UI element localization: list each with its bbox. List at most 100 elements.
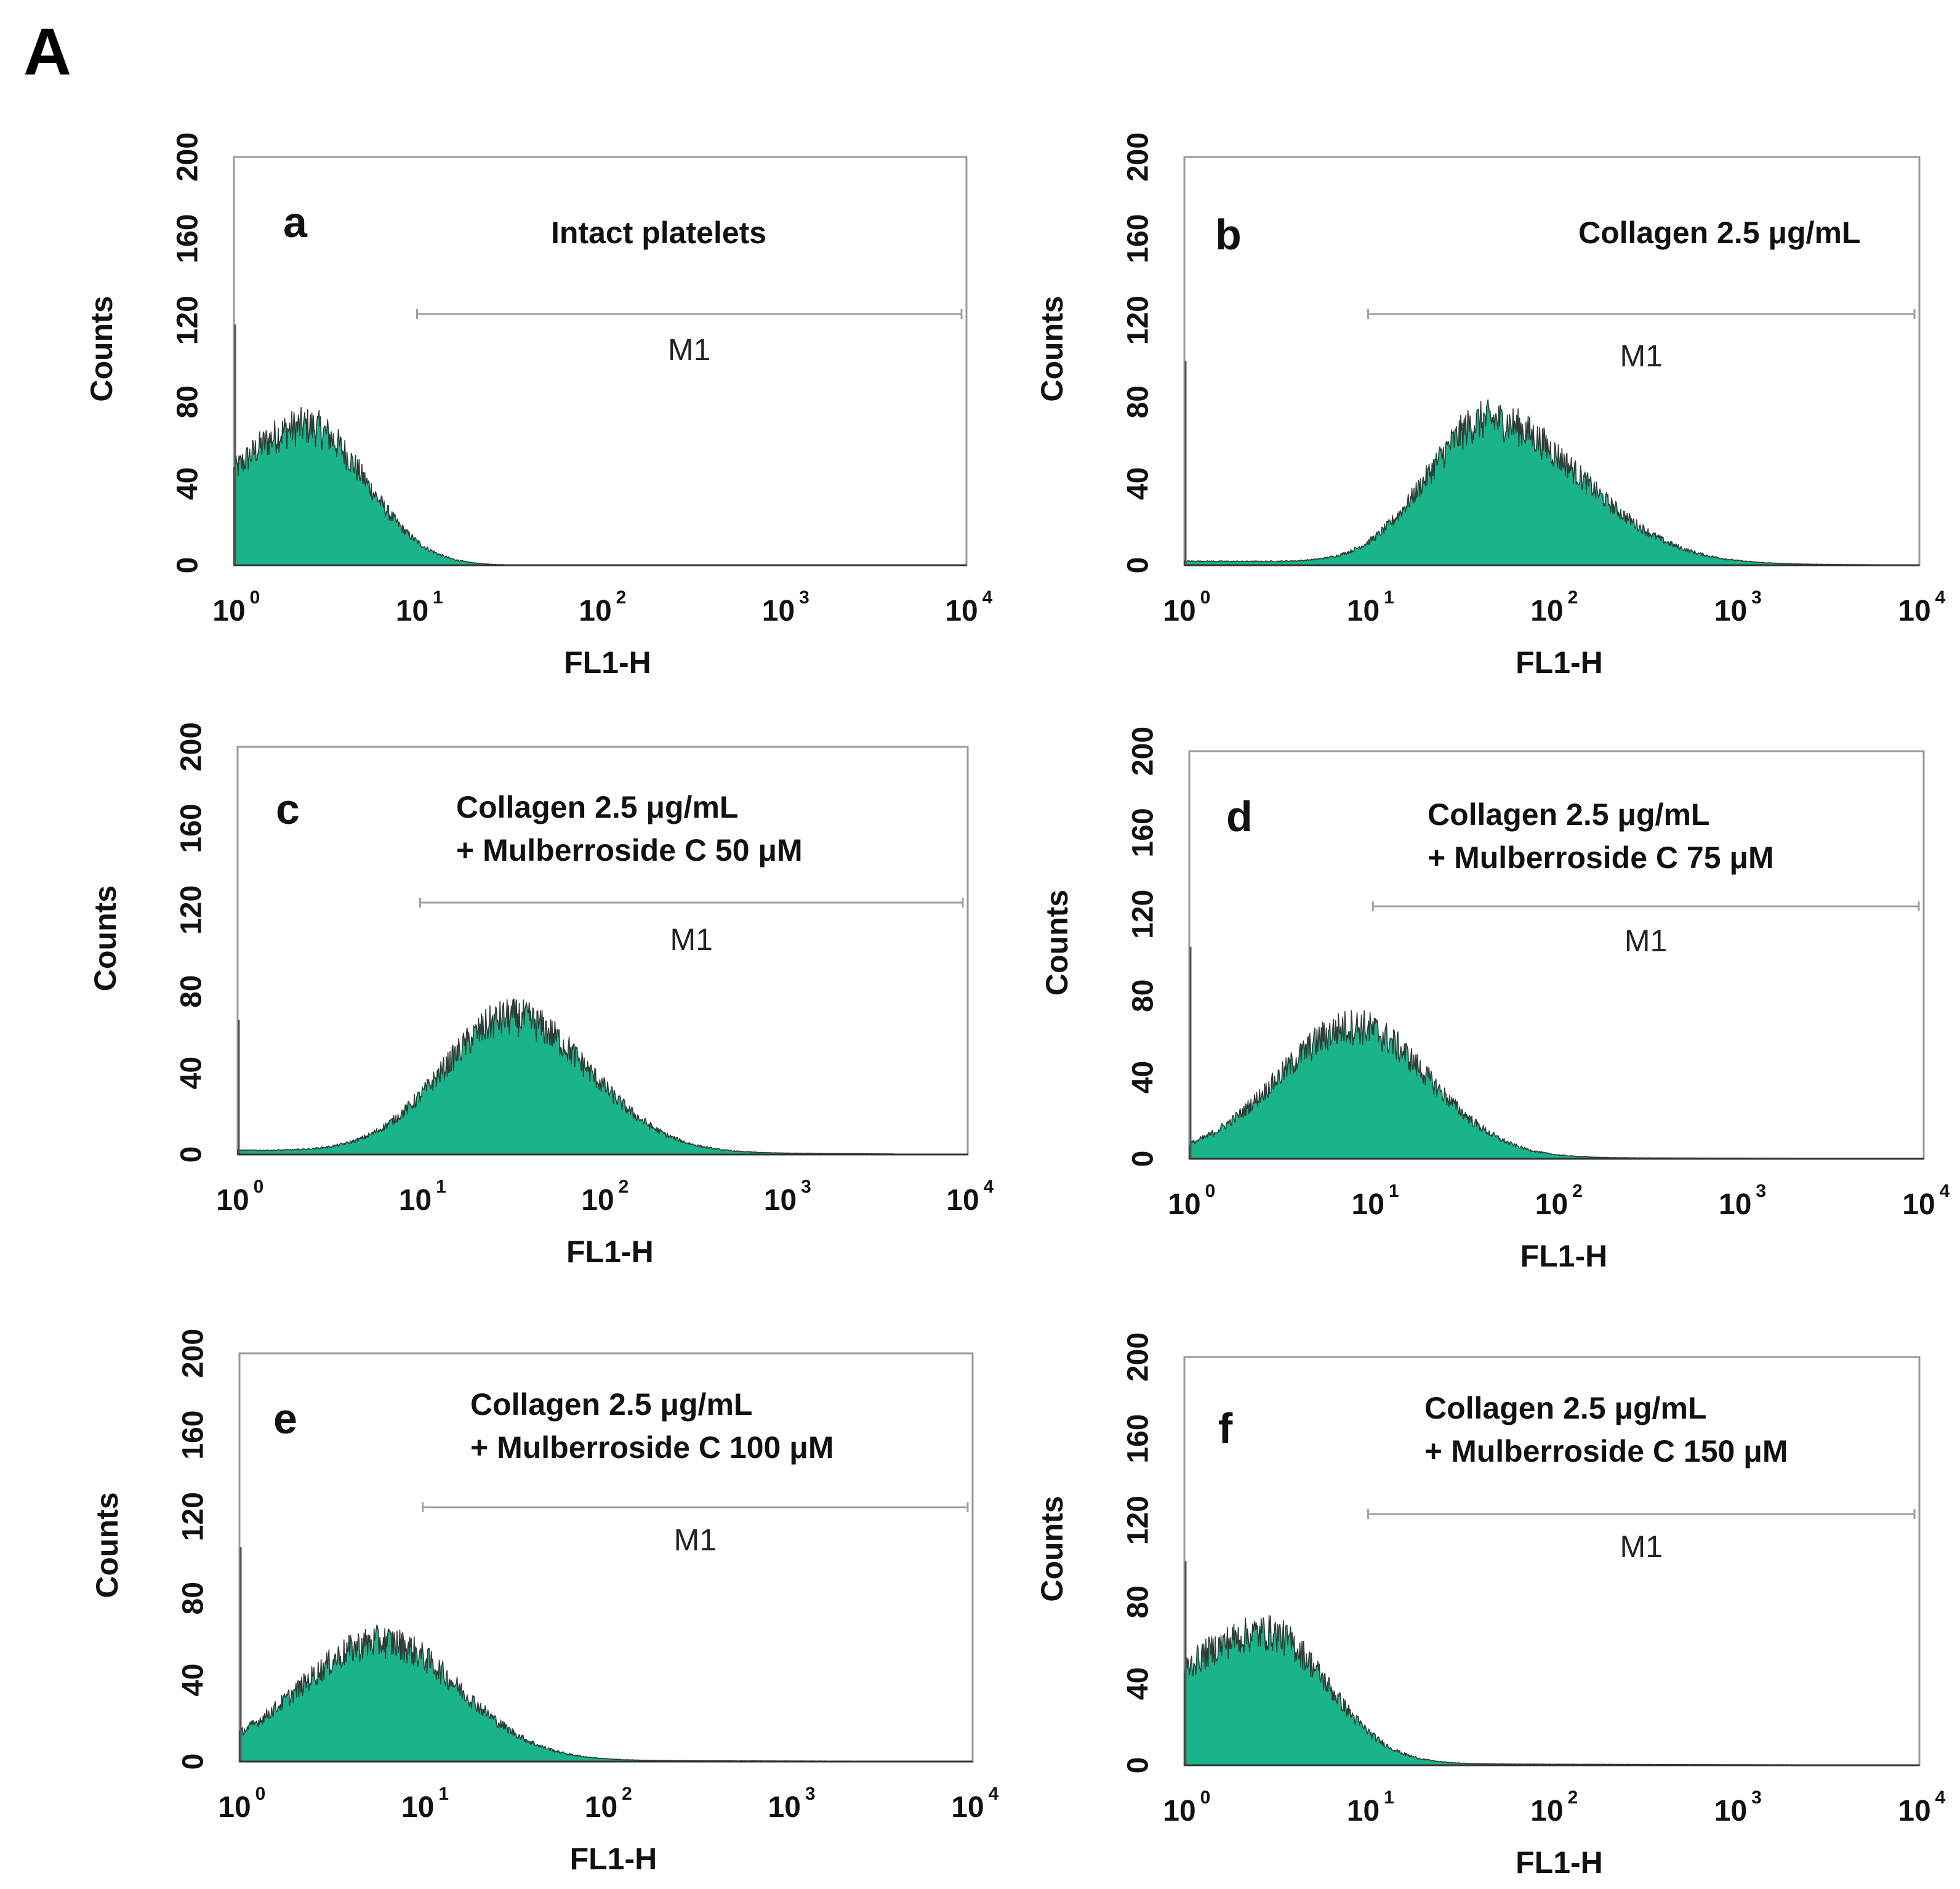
panel-letter: a [283,198,308,246]
y-axis-title: Counts [90,1492,124,1598]
x-tick-exponent: 3 [1751,1787,1762,1808]
marker-label: M1 [670,922,713,957]
panel-letter: b [1215,211,1242,259]
x-tick-label: 10 [946,1184,979,1217]
x-tick-exponent: 0 [1200,587,1211,608]
y-tick-label: 40 [177,1664,210,1696]
y-tick-label: 200 [1127,727,1160,776]
x-tick-label: 10 [1347,1795,1380,1827]
x-tick-label: 10 [1719,1188,1751,1221]
x-tick-label: 10 [581,1184,614,1217]
x-tick-exponent: 4 [989,1784,999,1804]
x-tick-label: 10 [945,595,978,627]
y-tick-label: 0 [1122,557,1155,574]
y-tick-label: 0 [1127,1151,1160,1167]
figure-panel-label: A [23,14,71,89]
y-tick-label: 80 [1122,1585,1155,1618]
x-tick-exponent: 3 [799,587,809,608]
y-tick-label: 0 [172,557,204,574]
x-tick-exponent: 2 [619,1177,629,1197]
x-tick-exponent: 1 [1384,1787,1394,1808]
y-tick-label: 200 [1122,1332,1155,1382]
panel-letter: e [273,1395,297,1443]
x-tick-label: 10 [1352,1188,1384,1221]
histogram-area [1184,399,1920,566]
x-tick-exponent: 2 [1568,1787,1578,1808]
condition-label: + Mulberroside C 75 μM [1428,840,1774,875]
y-axis-title: Counts [1040,890,1074,996]
x-axis-title: FL1-H [566,1234,654,1269]
y-tick-label: 120 [1127,890,1160,939]
x-tick-exponent: 1 [438,1784,449,1804]
condition-label: + Mulberroside C 150 μM [1424,1434,1788,1468]
x-tick-exponent: 3 [1751,587,1762,608]
y-tick-label: 120 [177,1492,210,1541]
x-tick-exponent: 1 [1389,1181,1399,1201]
panel-letter: f [1218,1404,1233,1452]
x-tick-label: 10 [1163,595,1195,627]
x-tick-label: 10 [1898,595,1930,627]
y-axis-title: Counts [88,885,122,991]
y-tick-label: 160 [1127,808,1160,857]
x-tick-exponent: 2 [622,1784,632,1804]
y-tick-label: 40 [1127,1061,1160,1094]
x-tick-label: 10 [1347,595,1380,627]
x-tick-exponent: 3 [801,1177,811,1197]
y-tick-label: 80 [175,975,208,1008]
y-tick-label: 40 [1122,1667,1155,1700]
y-tick-label: 160 [172,214,204,264]
x-tick-label: 10 [399,1184,432,1217]
condition-label: Collagen 2.5 μg/mL [1578,215,1860,250]
x-tick-exponent: 4 [1935,1787,1946,1808]
y-tick-label: 160 [177,1411,210,1460]
x-tick-exponent: 1 [433,587,443,608]
histogram-panel-d: M1 d Collagen 2.5 μg/mL + Mulberroside C 75… [1040,727,1950,1273]
condition-label: + Mulberroside C 100 μM [470,1430,833,1465]
x-tick-label: 10 [1163,1795,1195,1827]
x-tick-exponent: 2 [616,587,627,608]
y-tick-label: 120 [172,296,204,345]
y-tick-label: 200 [172,132,204,182]
x-tick-exponent: 1 [1384,587,1394,608]
y-tick-label: 40 [172,467,204,500]
y-tick-label: 80 [1127,980,1160,1012]
x-tick-exponent: 2 [1568,587,1578,608]
y-tick-label: 0 [1122,1757,1155,1774]
histogram-panel-c: M1 c Collagen 2.5 μg/mL + Mulberroside C 50… [88,722,994,1269]
histogram-panel-f: M1 f Collagen 2.5 μg/mL + Mulberroside C 15… [1035,1332,1946,1880]
x-tick-exponent: 4 [1935,587,1946,608]
x-tick-label: 10 [1168,1188,1200,1221]
y-tick-label: 200 [1122,132,1155,182]
marker-label: M1 [668,332,710,367]
y-tick-label: 80 [172,385,204,418]
y-tick-label: 120 [1122,1496,1155,1545]
y-tick-label: 40 [175,1057,208,1089]
histogram-panel-b: M1b Collagen 2.5 μg/mL04080120160200Count… [1035,132,1946,680]
x-tick-label: 10 [585,1791,617,1824]
x-axis-title: FL1-H [570,1842,657,1876]
x-tick-exponent: 0 [254,1177,264,1197]
panel-letter: c [276,785,300,833]
x-tick-label: 10 [1530,1795,1563,1827]
x-tick-exponent: 1 [436,1177,446,1197]
x-tick-exponent: 3 [805,1784,816,1804]
y-axis-title: Counts [84,296,119,401]
y-axis-title: Counts [1035,296,1069,401]
y-tick-label: 160 [1122,214,1155,264]
x-tick-label: 10 [1714,595,1747,627]
y-tick-label: 120 [1122,296,1155,345]
condition-label: Collagen 2.5 μg/mL [1428,797,1709,832]
condition-label: + Mulberroside C 50 μM [456,833,803,868]
x-tick-label: 10 [1902,1188,1935,1221]
x-axis-title: FL1-H [1520,1239,1608,1273]
x-tick-label: 10 [396,595,428,627]
x-tick-exponent: 4 [1940,1181,1950,1201]
x-tick-label: 10 [218,1791,251,1824]
y-tick-label: 160 [175,804,208,853]
x-tick-label: 10 [401,1791,434,1824]
x-tick-label: 10 [1714,1795,1747,1827]
y-tick-label: 0 [177,1754,210,1770]
x-tick-exponent: 0 [1200,1787,1211,1808]
plot-frame [1183,1356,1921,1766]
